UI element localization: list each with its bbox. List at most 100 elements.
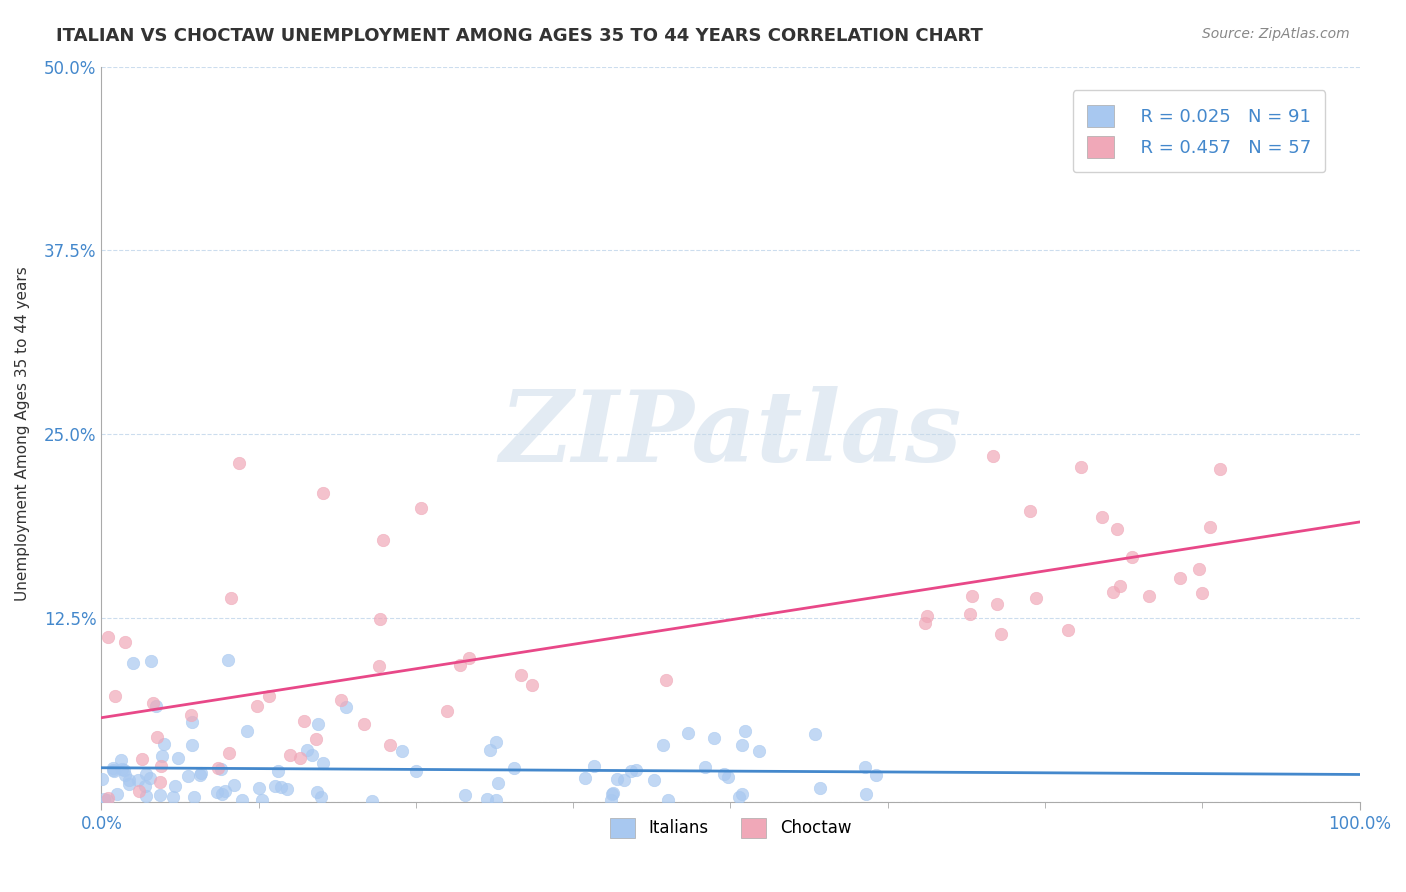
Point	[1137, 590, 1160, 604]
Text: ITALIAN VS CHOCTAW UNEMPLOYMENT AMONG AGES 35 TO 44 YEARS CORRELATION CHART: ITALIAN VS CHOCTAW UNEMPLOYMENT AMONG AG…	[56, 27, 983, 45]
Point	[917, 608, 939, 623]
Point	[361, 794, 384, 808]
Point	[865, 767, 887, 781]
Point	[103, 764, 125, 779]
Point	[181, 714, 204, 729]
Point	[613, 772, 636, 787]
Point	[177, 769, 200, 783]
Point	[655, 673, 678, 687]
Point	[436, 705, 458, 719]
Point	[600, 793, 623, 807]
Point	[228, 457, 250, 471]
Point	[676, 725, 699, 739]
Point	[180, 739, 202, 753]
Legend: Italians, Choctaw: Italians, Choctaw	[603, 811, 858, 845]
Point	[335, 700, 357, 714]
Point	[135, 789, 157, 803]
Point	[643, 773, 665, 788]
Point	[127, 773, 149, 788]
Point	[1019, 503, 1042, 517]
Point	[97, 630, 120, 644]
Point	[246, 698, 269, 713]
Point	[112, 764, 135, 778]
Point	[93, 792, 115, 806]
Point	[475, 791, 498, 805]
Point	[149, 775, 172, 789]
Point	[1199, 520, 1222, 534]
Point	[312, 486, 335, 500]
Point	[1188, 561, 1211, 575]
Point	[139, 771, 162, 785]
Point	[118, 777, 141, 791]
Point	[713, 767, 735, 781]
Point	[986, 597, 1008, 611]
Point	[146, 730, 169, 744]
Point	[1070, 460, 1092, 475]
Point	[162, 790, 184, 805]
Point	[163, 780, 186, 794]
Point	[485, 793, 508, 807]
Point	[329, 692, 352, 706]
Point	[606, 772, 628, 786]
Point	[295, 743, 318, 757]
Point	[153, 737, 176, 751]
Point	[205, 785, 228, 799]
Point	[110, 753, 132, 767]
Y-axis label: Unemployment Among Ages 35 to 44 years: Unemployment Among Ages 35 to 44 years	[15, 267, 30, 601]
Point	[252, 793, 274, 807]
Point	[114, 635, 136, 649]
Point	[214, 784, 236, 798]
Point	[959, 607, 981, 621]
Point	[405, 764, 427, 778]
Point	[312, 756, 335, 771]
Point	[190, 765, 212, 780]
Point	[731, 738, 754, 752]
Point	[378, 738, 401, 752]
Point	[574, 772, 596, 786]
Point	[1057, 623, 1080, 637]
Point	[731, 787, 754, 801]
Point	[914, 615, 936, 630]
Point	[236, 723, 259, 738]
Point	[103, 761, 125, 775]
Point	[520, 678, 543, 692]
Point	[101, 763, 124, 777]
Point	[368, 658, 391, 673]
Text: Source: ZipAtlas.com: Source: ZipAtlas.com	[1202, 27, 1350, 41]
Point	[620, 764, 643, 778]
Point	[211, 787, 233, 801]
Point	[855, 760, 877, 774]
Point	[264, 779, 287, 793]
Point	[353, 717, 375, 731]
Point	[368, 611, 391, 625]
Point	[231, 792, 253, 806]
Point	[307, 717, 329, 731]
Point	[135, 766, 157, 780]
Point	[602, 786, 624, 800]
Point	[651, 738, 673, 752]
Point	[90, 772, 112, 786]
Point	[509, 668, 531, 682]
Point	[981, 449, 1004, 463]
Point	[131, 752, 153, 766]
Point	[1209, 461, 1232, 475]
Point	[409, 500, 432, 515]
Point	[962, 589, 984, 603]
Point	[486, 776, 509, 790]
Point	[748, 743, 770, 757]
Point	[209, 762, 232, 776]
Point	[305, 732, 328, 747]
Point	[217, 653, 239, 667]
Point	[624, 764, 647, 778]
Point	[97, 790, 120, 805]
Point	[247, 781, 270, 796]
Point	[288, 751, 311, 765]
Point	[278, 748, 301, 763]
Point	[449, 658, 471, 673]
Point	[600, 787, 623, 801]
Point	[305, 785, 328, 799]
Point	[1191, 586, 1213, 600]
Point	[103, 689, 125, 703]
Point	[1121, 549, 1143, 564]
Point	[270, 780, 292, 795]
